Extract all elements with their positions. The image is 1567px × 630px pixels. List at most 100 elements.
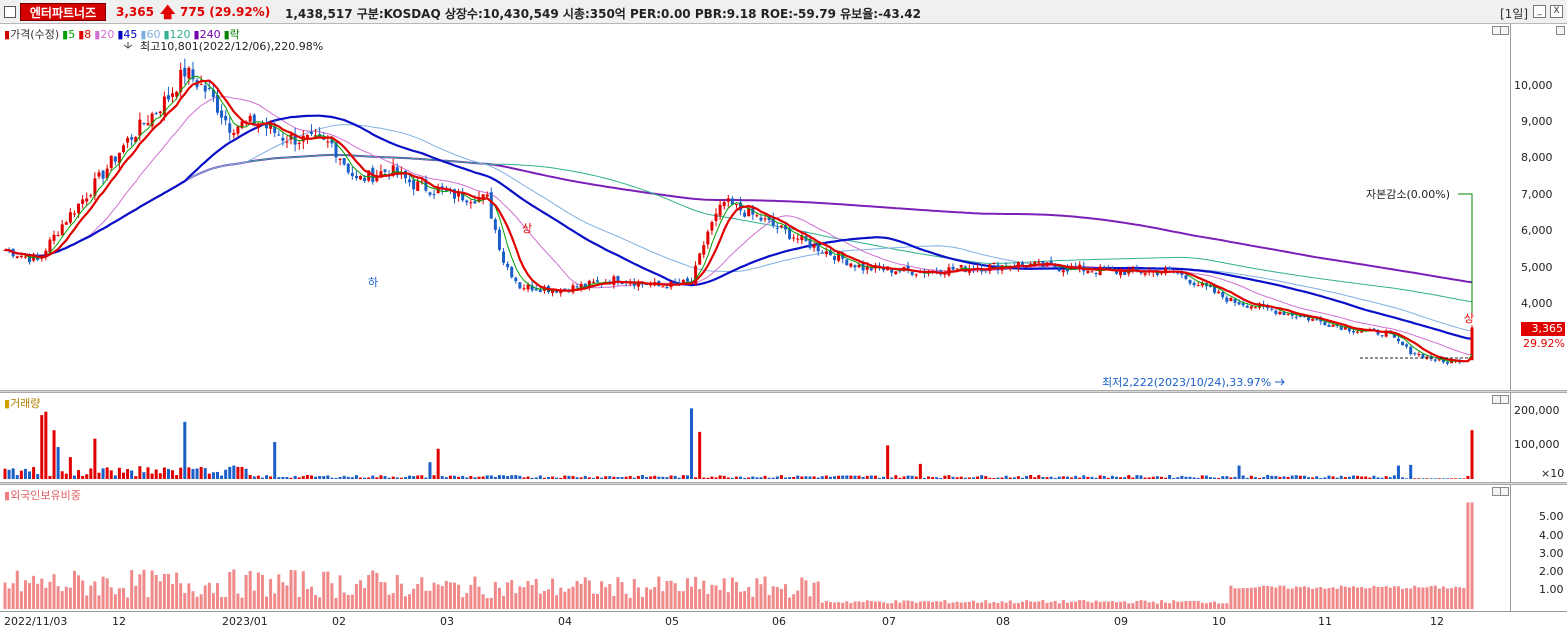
candle-body (800, 235, 804, 241)
foreign-ratio-bar (56, 586, 60, 609)
panel-divider[interactable] (0, 482, 1567, 485)
foreign-ratio-bar (338, 575, 342, 609)
candle-body (1307, 316, 1311, 321)
foreign-ratio-bar (122, 588, 126, 609)
foreign-ratio-bar (632, 579, 636, 609)
foreign-ratio-bar (898, 602, 902, 609)
foreign-ratio-bar (1016, 603, 1020, 609)
foreign-ratio-bar (951, 602, 955, 609)
foreign-ratio-bar (420, 577, 424, 609)
close-button[interactable]: X (1550, 5, 1563, 18)
panel-close-button[interactable] (1500, 487, 1509, 496)
candle-body (1110, 267, 1114, 270)
volume-bar (1380, 477, 1384, 479)
candle-body (1351, 331, 1355, 333)
foreign-ratio-bar (1376, 587, 1380, 609)
candle-body (485, 194, 489, 197)
foreign-ratio-bar (837, 602, 841, 609)
candle-body (269, 124, 273, 129)
volume-bar (363, 477, 367, 479)
candle-body (1184, 275, 1188, 279)
candle-body (183, 67, 187, 77)
foreign-ratio-bar (988, 603, 992, 609)
volume-bar (1168, 474, 1172, 479)
legend-item[interactable]: ▮60 (140, 28, 161, 41)
legend-item[interactable]: ▮락 (223, 28, 240, 41)
x-tick: 12 (112, 615, 126, 628)
volume-chart-canvas[interactable] (0, 393, 1510, 482)
foreign-ratio-bar (436, 584, 440, 609)
foreign-ratio-bar (526, 581, 530, 609)
candle-body (1225, 297, 1229, 302)
volume-bar (649, 476, 653, 479)
volume-chart-panel[interactable]: ▮거래량 (0, 393, 1510, 482)
foreign-ratio-bar (702, 580, 706, 609)
foreign-ratio-bar (1433, 585, 1437, 609)
foreign-ratio-bar (600, 581, 604, 609)
candle-body (1143, 273, 1147, 275)
foreign-ratio-bar (976, 602, 980, 609)
volume-bar (808, 476, 812, 479)
legend-item[interactable]: ▮45 (117, 28, 138, 41)
volume-bar (1421, 478, 1425, 479)
foreign-ratio-bar (767, 594, 771, 609)
foreign-ratio-bar (285, 585, 289, 609)
foreign-ratio-bar (1086, 601, 1090, 609)
candle-body (469, 202, 473, 204)
candle-body (162, 96, 166, 115)
volume-bar (967, 477, 971, 479)
price-chart-panel[interactable]: ▮가격(수정) ▮5 ▮8 ▮20 ▮45 ▮60 ▮120 ▮240 ▮락 최고10,801(… (0, 24, 1510, 390)
legend-item[interactable]: ▮8 (78, 28, 92, 41)
volume-bar (1119, 477, 1123, 479)
period-selector[interactable]: [1일] (1500, 7, 1529, 21)
panel-close-button[interactable] (1500, 395, 1509, 404)
foreign-ratio-bar (706, 593, 710, 609)
candle-body (1200, 282, 1204, 286)
foreign-ratio-bar (1176, 601, 1180, 609)
volume-bar (988, 477, 992, 479)
foreign-ratio-bar (203, 585, 207, 609)
volume-bar (1033, 477, 1037, 479)
candle-body (191, 69, 195, 80)
foreign-ratio-bar (244, 574, 248, 609)
volume-bar (779, 475, 783, 479)
candle-body (841, 254, 845, 259)
candle-body (579, 283, 583, 289)
legend-item[interactable]: ▮20 (94, 28, 115, 41)
select-checkbox[interactable] (4, 6, 16, 18)
foreign-ratio-bar (1462, 587, 1466, 609)
legend-item[interactable]: ▮5 (62, 28, 76, 41)
foreign-chart-canvas[interactable] (0, 485, 1510, 611)
panel-close-button[interactable] (1500, 26, 1509, 35)
foreign-ratio-bar (11, 583, 15, 609)
volume-bar (1241, 475, 1245, 479)
foreign-ratio-bar (690, 586, 694, 609)
volume-bar (1307, 477, 1311, 479)
foreign-ratio-bar (309, 586, 313, 609)
foreign-ratio-bar (877, 601, 881, 609)
legend-item[interactable]: ▮가격(수정) (4, 28, 60, 41)
candle-body (857, 264, 861, 268)
axis-settings-button[interactable] (1556, 26, 1565, 35)
legend-item[interactable]: ▮120 (163, 28, 191, 41)
stock-name-badge[interactable]: 엔터파트너즈 (20, 3, 106, 21)
foreign-ratio-bar (395, 574, 399, 609)
panel-divider[interactable] (0, 390, 1567, 393)
foreign-ratio-bar (657, 576, 661, 609)
volume-bar (583, 475, 587, 479)
volume-bar (203, 468, 207, 479)
candle-body (1249, 306, 1253, 309)
volume-bar (1315, 476, 1319, 479)
foreign-ratio-bar (220, 596, 224, 609)
minimize-button[interactable]: _ (1533, 5, 1546, 18)
foreign-ownership-panel[interactable]: ▮외국인보유비중 (0, 485, 1510, 611)
volume-bar (1086, 476, 1090, 479)
candle-body (779, 225, 783, 228)
foreign-ratio-bar (1008, 600, 1012, 609)
candle-body (60, 224, 64, 236)
stock-info-line: 1,438,517 구분:KOSDAQ 상장수:10,430,549 시총:35… (285, 7, 921, 21)
price-chart-canvas[interactable]: 최고10,801(2022/12/06),220.98% 최저2,222(2023… (0, 24, 1510, 390)
volume-bar (77, 470, 81, 479)
volume-bar (567, 475, 571, 479)
legend-item[interactable]: ▮240 (193, 28, 221, 41)
